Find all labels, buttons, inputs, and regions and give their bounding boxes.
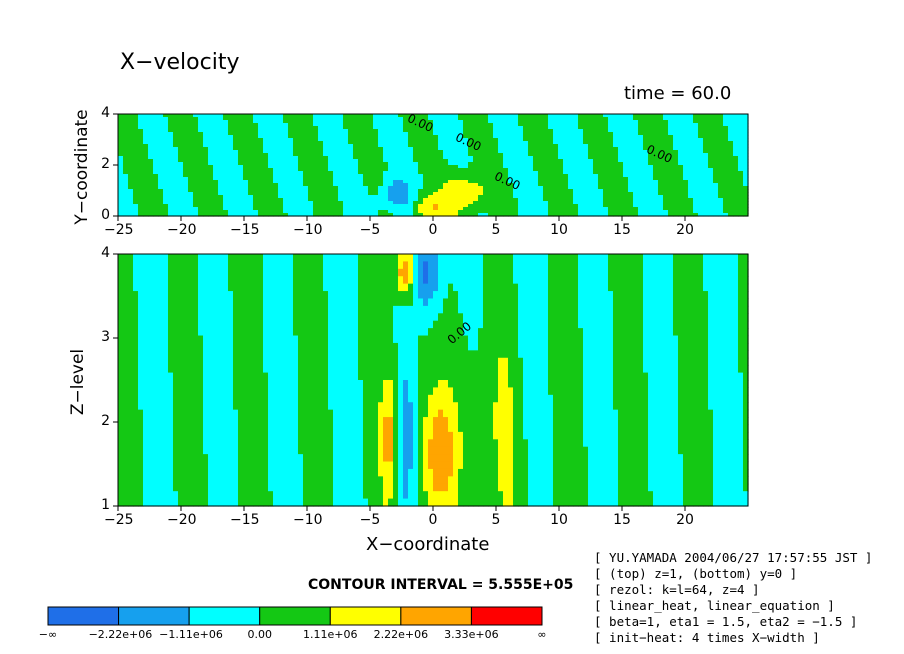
meta-line: [ init−heat: 4 times X−width ] bbox=[594, 630, 820, 645]
top-x-tick-label: −15 bbox=[230, 222, 260, 238]
top-x-tick-label: −25 bbox=[104, 222, 134, 238]
colorbar-swatch bbox=[118, 606, 190, 626]
meta-line: [ YU.YAMADA 2004/06/27 17:57:55 JST ] bbox=[594, 550, 873, 565]
bottom-panel-filled-contours bbox=[118, 254, 749, 507]
top-y-tick-label: 2 bbox=[101, 156, 110, 172]
bottom-x-tick-label: 20 bbox=[676, 512, 694, 528]
colorbar-label: 3.33e+06 bbox=[444, 628, 499, 641]
top-x-tick-label: −5 bbox=[359, 222, 381, 238]
colorbar bbox=[47, 606, 543, 626]
meta-line: [ rezol: k=l=64, z=4 ] bbox=[594, 582, 760, 597]
meta-line: [ (top) z=1, (bottom) y=0 ] bbox=[594, 566, 798, 581]
bottom-x-tick-label: 5 bbox=[491, 512, 501, 528]
bottom-y-tick-label: 1 bbox=[101, 497, 110, 513]
colorbar-swatch bbox=[47, 606, 120, 626]
bottom-x-tick-label: 15 bbox=[613, 512, 631, 528]
top-x-tick-label: −10 bbox=[293, 222, 323, 238]
colorbar-label: 0.00 bbox=[247, 628, 272, 641]
meta-line: [ beta=1, eta1 = 1.5, eta2 = −1.5 ] bbox=[594, 614, 858, 629]
bottom-x-tick-label: −5 bbox=[359, 512, 381, 528]
colorbar-swatch bbox=[259, 606, 331, 626]
top-x-tick-label: 20 bbox=[676, 222, 694, 238]
colorbar-label: ∞ bbox=[537, 628, 547, 641]
top-panel-filled-contours bbox=[118, 114, 749, 217]
bottom-y-tick-label: 4 bbox=[101, 245, 110, 261]
bottom-x-tick-label: 10 bbox=[550, 512, 568, 528]
colorbar-label: 1.11e+06 bbox=[303, 628, 358, 641]
top-x-tick-label: −20 bbox=[167, 222, 197, 238]
colorbar-label: −∞ bbox=[38, 628, 58, 641]
x-axis-label: X−coordinate bbox=[366, 534, 490, 555]
contour-interval: CONTOUR INTERVAL = 5.555E+05 bbox=[308, 577, 574, 593]
time-label: time = 60.0 bbox=[624, 83, 732, 104]
bottom-panel bbox=[113, 253, 749, 511]
bottom-x-tick-label: −25 bbox=[104, 512, 134, 528]
colorbar-swatch bbox=[470, 606, 543, 626]
colorbar-swatch bbox=[329, 606, 402, 626]
colorbar-swatch bbox=[400, 606, 472, 626]
chart-title: X−velocity bbox=[120, 50, 240, 75]
colorbar-label: −2.22e+06 bbox=[88, 628, 153, 641]
bottom-y-tick-label: 2 bbox=[101, 413, 110, 429]
colorbar-label: 2.22e+06 bbox=[373, 628, 429, 641]
bottom-x-tick-label: 0 bbox=[428, 512, 438, 528]
meta-line: [ linear_heat, linear_equation ] bbox=[594, 598, 835, 613]
colorbar-swatch bbox=[188, 606, 261, 626]
bottom-x-tick-label: −20 bbox=[167, 512, 197, 528]
top-x-tick-label: 15 bbox=[613, 222, 631, 238]
top-y-tick-label: 0 bbox=[101, 207, 110, 223]
colorbar-label: −1.11e+06 bbox=[159, 628, 223, 641]
bottom-x-tick-label: −15 bbox=[230, 512, 260, 528]
top-x-tick-label: 10 bbox=[550, 222, 568, 238]
bottom-x-tick-label: −10 bbox=[293, 512, 323, 528]
top-panel bbox=[113, 113, 749, 221]
top-x-tick-label: 5 bbox=[491, 222, 501, 238]
top-y-tick-label: 4 bbox=[101, 105, 110, 121]
bottom-y-tick-label: 3 bbox=[101, 329, 110, 345]
top-x-tick-label: 0 bbox=[428, 222, 438, 238]
